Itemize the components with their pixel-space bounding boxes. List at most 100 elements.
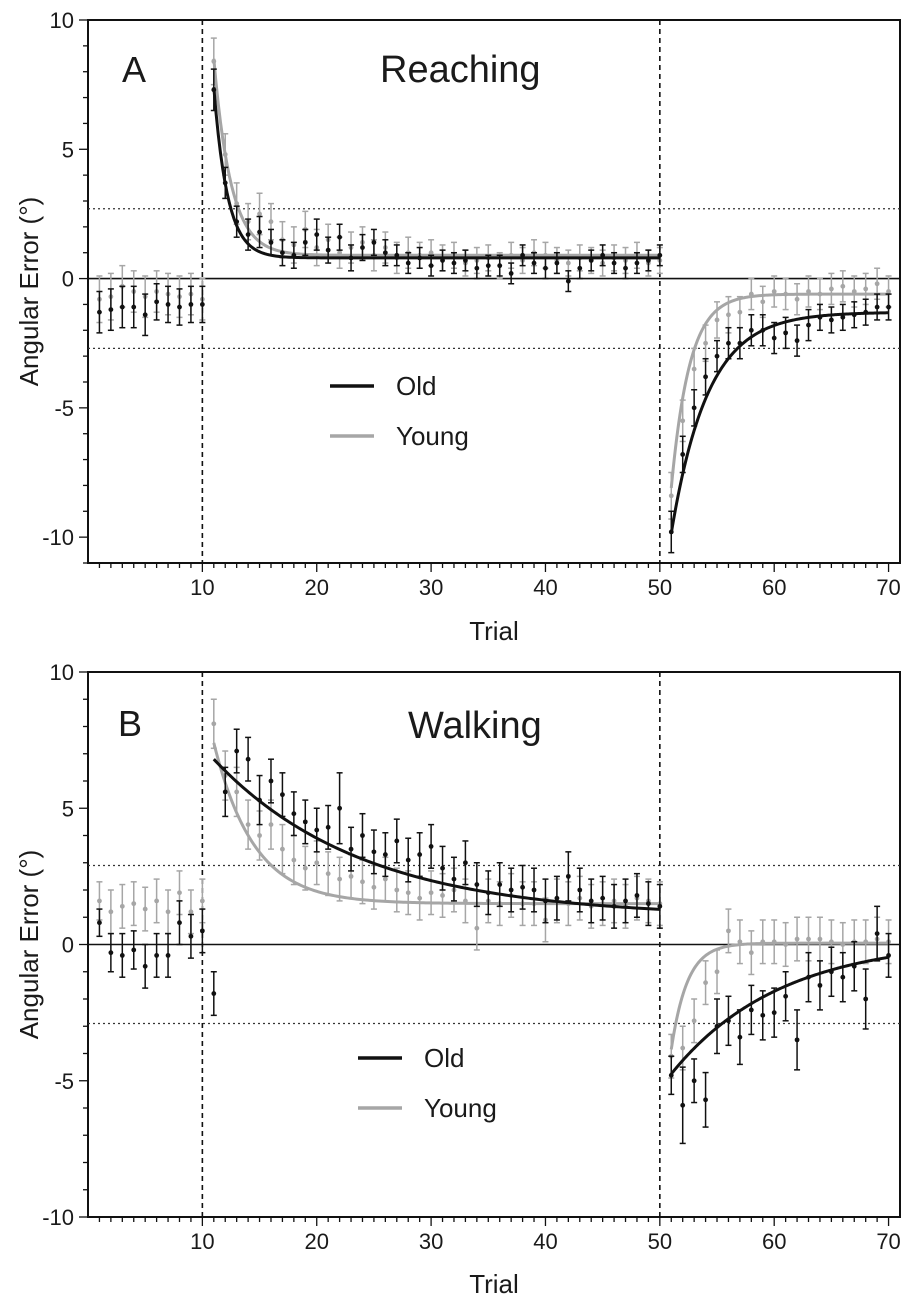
data-point: [817, 936, 823, 942]
panel-title: Reaching: [380, 49, 541, 91]
x-tick-label: 10: [190, 575, 214, 600]
data-point: [794, 338, 800, 344]
data-point: [565, 873, 571, 879]
y-axis-label: Angular Error (°): [14, 850, 44, 1040]
y-tick-label: -5: [54, 396, 74, 421]
data-point: [280, 846, 285, 852]
plot-frame: [87, 19, 901, 564]
legend-label-old: Old: [396, 371, 436, 401]
data-point: [177, 890, 182, 896]
data-point: [177, 920, 182, 926]
data-point: [554, 895, 560, 901]
data-point: [726, 340, 731, 346]
data-point: [440, 865, 445, 871]
data-point: [257, 211, 262, 217]
data-point: [806, 936, 811, 942]
data-point: [485, 263, 491, 269]
legend-label-young: Young: [424, 1093, 497, 1123]
y-tick-label: 5: [62, 137, 74, 162]
data-point: [634, 893, 640, 898]
data-point: [199, 898, 205, 904]
series-old: [96, 68, 892, 554]
data-point: [691, 405, 697, 411]
data-point: [783, 330, 789, 336]
data-point: [337, 234, 343, 240]
data-point: [405, 857, 411, 863]
data-point: [291, 811, 297, 817]
data-point: [508, 887, 514, 893]
data-point: [726, 928, 731, 934]
data-point: [748, 1007, 754, 1013]
data-point: [554, 260, 560, 266]
data-point: [657, 903, 663, 909]
data-point: [131, 901, 137, 907]
y-axis-label: Angular Error (°): [14, 197, 44, 387]
data-point: [680, 1102, 686, 1108]
data-point: [680, 418, 686, 424]
data-point: [565, 260, 571, 266]
data-point: [531, 260, 537, 266]
data-point: [119, 903, 125, 909]
fit-curve-old-1: [212, 758, 660, 911]
data-point: [165, 909, 171, 915]
data-point: [863, 996, 869, 1002]
data-point: [302, 819, 308, 825]
data-point: [817, 982, 823, 988]
data-point: [142, 906, 148, 912]
panel-title: Walking: [408, 705, 542, 747]
legend: Old Young: [358, 1043, 497, 1123]
data-point: [108, 909, 114, 915]
data-point: [440, 893, 445, 898]
y-tick-label: 10: [50, 8, 74, 33]
legend-label-young: Young: [396, 421, 469, 451]
data-point: [748, 950, 754, 956]
data-point: [874, 304, 880, 310]
fit-curve-young-2: [669, 941, 889, 1050]
legend: Old Young: [330, 371, 469, 451]
data-point: [737, 1034, 743, 1040]
data-point: [382, 250, 388, 256]
data-point: [268, 822, 274, 827]
fit-curve-young-2: [669, 292, 889, 489]
data-point: [280, 250, 285, 256]
data-point: [863, 286, 869, 292]
data-point: [703, 980, 708, 986]
data-point: [314, 232, 320, 238]
data-point: [463, 860, 468, 866]
data-point: [748, 327, 754, 333]
y-tick-label: 0: [62, 933, 74, 958]
y-tick-label: 5: [62, 796, 74, 821]
data-point: [428, 890, 434, 896]
data-point: [154, 299, 160, 305]
data-point: [497, 263, 503, 269]
data-point: [119, 304, 125, 310]
fit-curve-old-2: [670, 955, 889, 1075]
data-point: [360, 245, 365, 250]
data-point: [234, 789, 240, 795]
data-point: [691, 1018, 697, 1024]
data-point: [337, 876, 343, 882]
data-point: [714, 969, 720, 975]
data-point: [703, 374, 708, 380]
data-point: [131, 304, 137, 310]
panel-b: 10 20 30 40 50 60 70 -10 -5 0 5 10 Trial Angular Erro…: [14, 660, 901, 1299]
data-point: [142, 963, 148, 969]
data-point: [371, 849, 377, 855]
fit-curve-old-1: [212, 87, 660, 260]
data-point: [245, 232, 251, 238]
data-point: [405, 890, 411, 896]
x-tick-label: 20: [304, 1229, 328, 1254]
data-point: [886, 304, 891, 310]
data-point: [257, 229, 262, 235]
data-point: [680, 1045, 686, 1051]
data-point: [417, 895, 423, 901]
data-point: [245, 756, 251, 762]
data-point: [428, 844, 434, 849]
data-point: [474, 265, 480, 271]
x-tick-label: 70: [876, 1229, 900, 1254]
y-tick-label: 0: [62, 267, 74, 292]
data-point: [794, 1037, 800, 1043]
data-point: [680, 452, 686, 457]
data-point: [874, 281, 880, 287]
data-point: [325, 871, 331, 877]
